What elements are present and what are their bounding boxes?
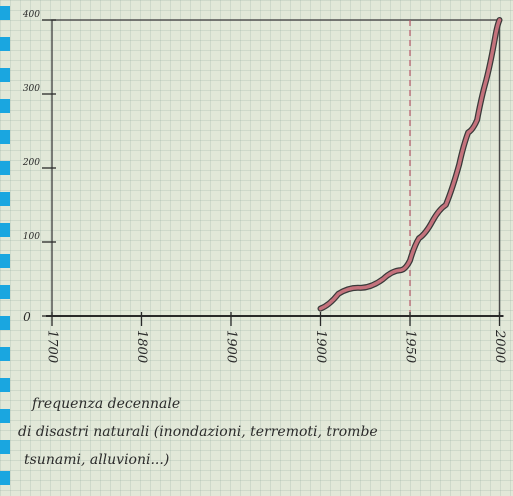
binder-mark bbox=[0, 6, 10, 20]
data-point bbox=[485, 79, 487, 82]
caption-line-3: tsunami, alluvioni...) bbox=[24, 452, 170, 468]
binder-mark bbox=[0, 37, 10, 51]
plot-frame bbox=[51, 19, 501, 317]
data-point bbox=[409, 259, 411, 262]
binder-mark bbox=[0, 316, 10, 330]
binder-mark bbox=[0, 130, 10, 144]
binder-mark bbox=[0, 192, 10, 206]
x-tick-label: 1950 bbox=[403, 330, 418, 363]
y-tick-label: 0 bbox=[23, 310, 31, 324]
binder-mark bbox=[0, 440, 10, 454]
chart-caption: frequenza decennale di disastri naturali… bbox=[18, 390, 510, 474]
binder-mark bbox=[0, 99, 10, 113]
x-tick-label: 1900 bbox=[313, 330, 328, 363]
binder-strip bbox=[0, 6, 10, 485]
x-tick-label: 1900 bbox=[224, 330, 239, 363]
x-tick-label: 1800 bbox=[134, 330, 149, 363]
y-tick-label: 400 bbox=[22, 10, 40, 20]
y-tick-label: 100 bbox=[23, 232, 40, 242]
binder-mark bbox=[0, 68, 10, 82]
binder-mark bbox=[0, 285, 10, 299]
data-point bbox=[458, 163, 461, 166]
binder-mark bbox=[0, 409, 10, 423]
binder-mark bbox=[0, 378, 10, 392]
data-point bbox=[319, 307, 322, 310]
binder-mark bbox=[0, 161, 10, 175]
data-point bbox=[382, 278, 384, 280]
x-tick-label: 1700 bbox=[45, 330, 60, 363]
data-point bbox=[337, 293, 340, 295]
y-tick-label: 300 bbox=[23, 84, 40, 94]
y-tick-label: 200 bbox=[22, 158, 40, 168]
binder-mark bbox=[0, 254, 10, 268]
data-point bbox=[431, 220, 434, 223]
x-tick-label: 2000 bbox=[492, 329, 507, 363]
data-point bbox=[445, 204, 447, 206]
data-point bbox=[418, 237, 420, 240]
data-point bbox=[467, 131, 469, 134]
data-point bbox=[494, 36, 496, 39]
binder-mark bbox=[0, 347, 10, 361]
binder-mark bbox=[0, 471, 10, 485]
caption-line-1: frequenza decennale bbox=[32, 396, 181, 412]
binder-mark bbox=[0, 223, 10, 237]
data-point bbox=[476, 119, 478, 121]
data-point bbox=[400, 269, 402, 271]
caption-line-2: di disastri naturali (inondazioni, terre… bbox=[18, 424, 378, 440]
data-point bbox=[359, 287, 362, 289]
data-point bbox=[498, 19, 501, 21]
